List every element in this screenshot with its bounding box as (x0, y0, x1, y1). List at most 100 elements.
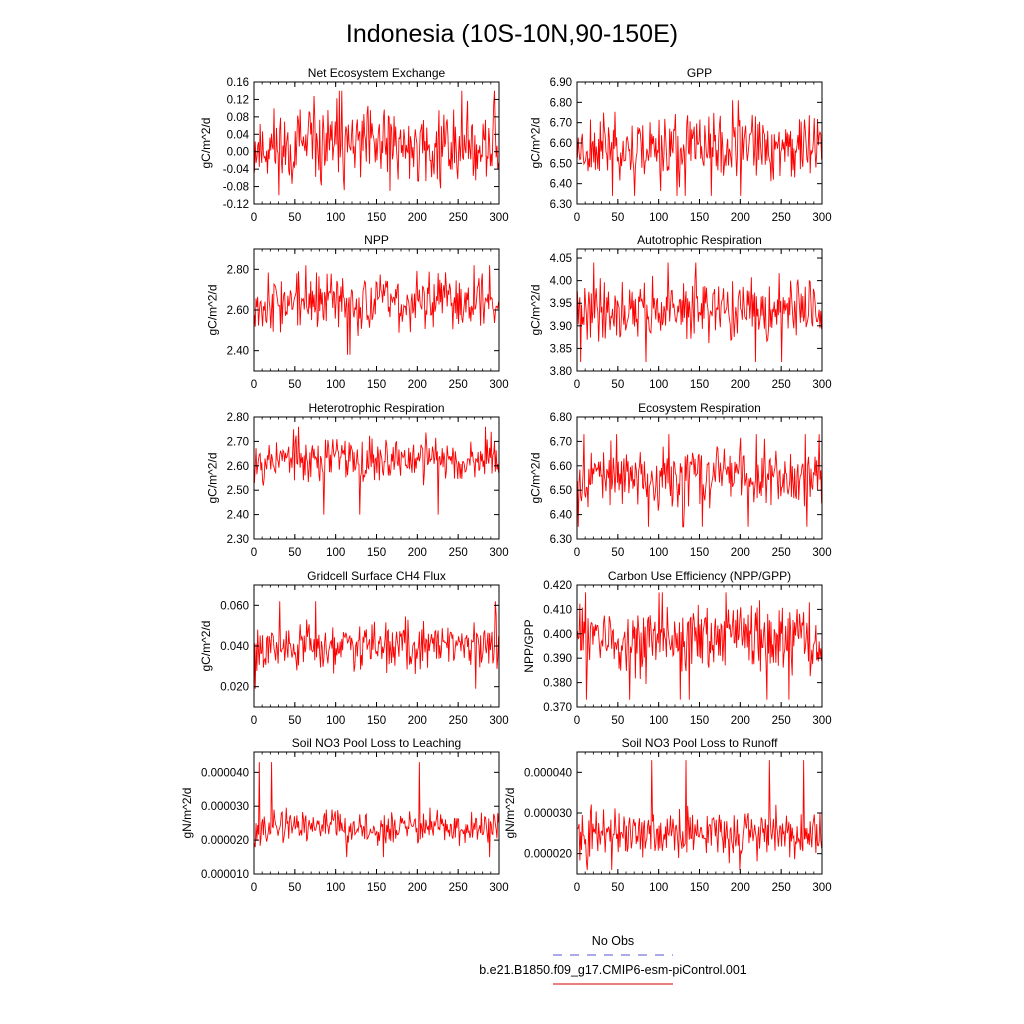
y-tick-label: 0.000020 (524, 849, 572, 861)
x-tick-label: 100 (326, 715, 345, 727)
x-tick-label: 150 (367, 212, 386, 224)
y-tick-label: 2.80 (227, 264, 249, 276)
y-tick-label: 2.60 (227, 305, 249, 317)
y-tick-label: 0.12 (227, 94, 249, 106)
x-tick-label: 300 (489, 547, 508, 559)
x-tick-label: 50 (288, 379, 301, 391)
panel-9-ylabel: gN/m^2/d (180, 788, 194, 839)
panel-1-ylabel: gC/m^2/d (199, 118, 213, 169)
y-tick-label: 3.85 (550, 343, 572, 355)
x-tick-label: 150 (367, 882, 386, 894)
y-tick-label: 0.040 (220, 641, 249, 653)
y-tick-label: 6.70 (550, 118, 572, 130)
panel-4-series-line (576, 262, 823, 362)
panel-6: Ecosystem Respiration 0 50 100 150 200 250 300 6… (528, 401, 831, 559)
legend-model-label: b.e21.B1850.f09_g17.CMIP6-esm-piControl.… (479, 963, 747, 977)
y-tick-label: 0.000010 (201, 869, 249, 881)
x-tick-label: 300 (489, 212, 508, 224)
x-tick-label: 0 (251, 715, 257, 727)
panel-6-title: Ecosystem Respiration (638, 401, 761, 415)
x-tick-label: 100 (649, 212, 668, 224)
panel-4-title: Autotrophic Respiration (637, 233, 762, 247)
x-tick-label: 300 (812, 547, 831, 559)
x-tick-label: 150 (690, 547, 709, 559)
y-tick-label: 0.400 (543, 629, 572, 641)
x-tick-label: 200 (731, 379, 750, 391)
panel-6-series-line (576, 434, 823, 528)
figure-title: Indonesia (10S-10N,90-150E) (346, 20, 678, 48)
panel-7: Gridcell Surface CH4 Flux 0 50 100 150 200 250… (199, 569, 509, 727)
x-tick-label: 0 (251, 379, 257, 391)
x-tick-label: 200 (731, 212, 750, 224)
y-tick-label: 6.50 (550, 158, 572, 170)
panel-10: Soil NO3 Pool Loss to Runoff 0 50 100 150 200… (503, 736, 832, 894)
panel-8: Carbon Use Efficiency (NPP/GPP) 0 50 100 150… (522, 569, 832, 727)
y-tick-label: 0.000040 (524, 767, 572, 779)
x-tick-label: 250 (449, 715, 468, 727)
x-tick-label: 250 (449, 547, 468, 559)
x-tick-label: 50 (288, 715, 301, 727)
y-tick-label: -0.12 (223, 199, 249, 211)
x-tick-label: 100 (649, 715, 668, 727)
y-tick-label: 0.000020 (201, 835, 249, 847)
panel-8-title: Carbon Use Efficiency (NPP/GPP) (608, 569, 791, 583)
x-tick-label: 200 (731, 547, 750, 559)
y-tick-label: 0.410 (543, 604, 572, 616)
x-tick-label: 300 (812, 379, 831, 391)
x-tick-label: 150 (367, 547, 386, 559)
panel-3-ylabel: gC/m^2/d (205, 285, 219, 336)
panel-5: Heterotrophic Respiration 0 50 100 150 200 250… (205, 401, 508, 559)
x-tick-label: 250 (449, 882, 468, 894)
legend-obs-label: No Obs (592, 934, 634, 948)
panel-10-ylabel: gN/m^2/d (503, 788, 517, 839)
x-tick-label: 0 (574, 882, 580, 894)
x-tick-label: 250 (772, 212, 791, 224)
y-tick-label: 2.50 (227, 485, 249, 497)
panel-5-title: Heterotrophic Respiration (308, 401, 444, 415)
panel-1-series-line (253, 90, 500, 196)
panel-10-series-line (577, 760, 823, 870)
panel-8-ylabel: NPP/GPP (522, 619, 536, 672)
y-tick-label: 0.16 (227, 77, 249, 89)
y-tick-label: 0.00 (227, 147, 249, 159)
y-tick-label: 3.80 (550, 366, 572, 378)
y-tick-label: 2.40 (227, 346, 249, 358)
x-tick-label: 50 (611, 212, 624, 224)
y-tick-label: 0.020 (220, 682, 249, 694)
x-tick-label: 300 (489, 379, 508, 391)
panel-7-series-line (253, 601, 500, 689)
x-tick-label: 50 (611, 882, 624, 894)
panel-1-title: Net Ecosystem Exchange (308, 66, 446, 80)
x-tick-label: 200 (731, 715, 750, 727)
y-tick-label: 4.00 (550, 276, 572, 288)
x-tick-label: 150 (690, 379, 709, 391)
y-tick-label: 6.60 (550, 138, 572, 150)
x-tick-label: 0 (251, 547, 257, 559)
x-tick-label: 200 (408, 715, 427, 727)
y-tick-label: 0.420 (543, 580, 572, 592)
panel-3-title: NPP (364, 233, 389, 247)
x-tick-label: 150 (690, 715, 709, 727)
x-tick-label: 250 (772, 882, 791, 894)
y-tick-label: 2.80 (227, 412, 249, 424)
y-tick-label: 6.30 (550, 534, 572, 546)
x-tick-label: 300 (812, 882, 831, 894)
y-tick-label: 4.05 (550, 253, 572, 265)
x-tick-label: 100 (649, 882, 668, 894)
panel-2-ylabel: gC/m^2/d (528, 118, 542, 169)
panel-9-title: Soil NO3 Pool Loss to Leaching (292, 736, 461, 750)
x-tick-label: 250 (772, 715, 791, 727)
panel-3-series-line (253, 265, 500, 355)
x-tick-label: 100 (649, 379, 668, 391)
x-tick-label: 200 (408, 882, 427, 894)
x-tick-label: 100 (326, 212, 345, 224)
y-tick-label: 6.50 (550, 485, 572, 497)
panel-10-title: Soil NO3 Pool Loss to Runoff (622, 736, 779, 750)
panel-2: GPP 0 50 100 150 200 250 300 6.30 6.40 6.50 6.60 6.7… (528, 66, 831, 224)
x-tick-label: 0 (251, 212, 257, 224)
x-tick-label: 150 (367, 715, 386, 727)
y-tick-label: -0.08 (223, 182, 249, 194)
y-tick-label: 0.08 (227, 112, 249, 124)
panel-4: Autotrophic Respiration 0 50 100 150 200 250 30… (528, 233, 831, 391)
